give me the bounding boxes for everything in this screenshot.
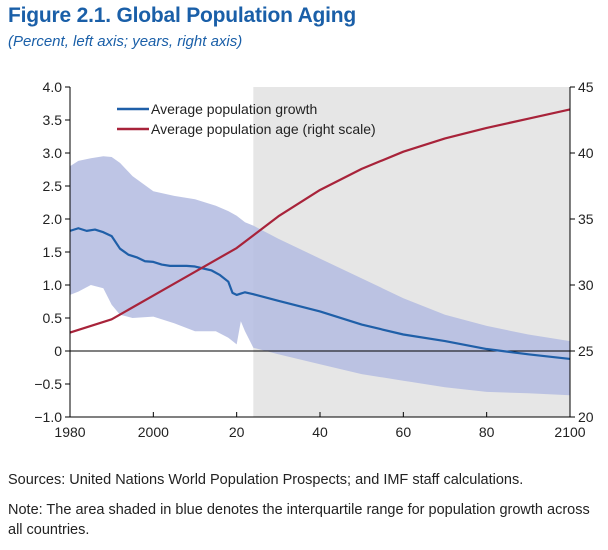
interquartile-band — [70, 156, 570, 396]
population-growth-line — [69, 227, 571, 361]
x-axis-tick-label: 1980 — [54, 424, 85, 440]
interquartile-range-area — [70, 156, 570, 396]
left-axis-tick-label: 3.5 — [43, 112, 63, 128]
figure-subtitle: (Percent, left axis; years, right axis) — [8, 33, 243, 50]
right-axis-tick-label: 35 — [578, 211, 594, 227]
left-axis-tick-label: 1.0 — [43, 277, 63, 293]
sources-note: Sources: United Nations World Population… — [8, 472, 524, 488]
right-axis-tick-label: 40 — [578, 145, 594, 161]
left-axis-tick-label: 4.0 — [43, 79, 63, 95]
right-axis-tick-label: 30 — [578, 277, 594, 293]
x-axis-tick-label: 60 — [396, 424, 412, 440]
left-axis-tick-label: 2.5 — [43, 178, 63, 194]
right-axis-tick-label: 25 — [578, 343, 594, 359]
left-axis-tick-label: 0.5 — [43, 310, 63, 326]
legend: Average population growth Average populat… — [117, 101, 376, 137]
legend-label-age: Average population age (right scale) — [151, 121, 376, 137]
right-axis-tick-label: 20 — [578, 409, 594, 425]
left-axis-tick-label: 0 — [54, 343, 62, 359]
left-axis-tick-label: 2.0 — [43, 211, 63, 227]
population-age-line — [69, 108, 571, 334]
x-axis-tick-label: 80 — [479, 424, 495, 440]
footnote: Note: The area shaded in blue denotes th… — [8, 502, 590, 538]
axes: −1.0 −0.5 0 0.5 1.0 1.5 2.0 2.5 3.0 3.5 4.0 20 25 30 3… — [34, 79, 593, 440]
left-axis-tick-label: −1.0 — [34, 409, 62, 425]
x-axis-tick-label: 2000 — [138, 424, 169, 440]
chart-svg: −1.0 −0.5 0 0.5 1.0 1.5 2.0 2.5 3.0 3.5 4.0 20 25 30 3… — [34, 79, 593, 440]
legend-label-growth: Average population growth — [151, 101, 317, 117]
right-axis-tick-label: 45 — [578, 79, 594, 95]
series-lines — [69, 108, 571, 361]
x-axis-tick-label: 2100 — [554, 424, 585, 440]
figure-title: Figure 2.1. Global Population Aging — [8, 4, 357, 27]
left-axis-tick-label: 1.5 — [43, 244, 63, 260]
x-axis-tick-label: 20 — [229, 424, 245, 440]
left-axis-tick-label: −0.5 — [34, 376, 62, 392]
left-axis-tick-label: 3.0 — [43, 145, 63, 161]
x-axis-tick-label: 40 — [312, 424, 328, 440]
